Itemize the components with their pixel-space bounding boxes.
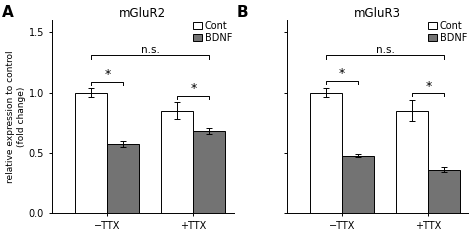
Text: *: * (104, 68, 110, 81)
Bar (310, 92, 342, 213)
Bar (428, 170, 460, 213)
Bar (75, 92, 108, 213)
Title: mGluR3: mGluR3 (355, 7, 401, 20)
Bar (108, 144, 139, 213)
Legend: Cont, BDNF: Cont, BDNF (428, 21, 467, 43)
Text: n.s.: n.s. (141, 45, 160, 55)
Bar (396, 111, 428, 213)
Text: B: B (237, 5, 248, 20)
Bar (342, 156, 374, 213)
Title: mGluR2: mGluR2 (119, 7, 166, 20)
Bar (193, 131, 226, 213)
Text: *: * (190, 82, 197, 95)
Legend: Cont, BDNF: Cont, BDNF (193, 21, 232, 43)
Y-axis label: relative expression to control
(fold change): relative expression to control (fold cha… (7, 50, 26, 183)
Text: *: * (339, 68, 346, 80)
Text: A: A (1, 5, 13, 20)
Bar (161, 111, 193, 213)
Text: *: * (425, 79, 431, 92)
Text: n.s.: n.s. (376, 45, 395, 55)
